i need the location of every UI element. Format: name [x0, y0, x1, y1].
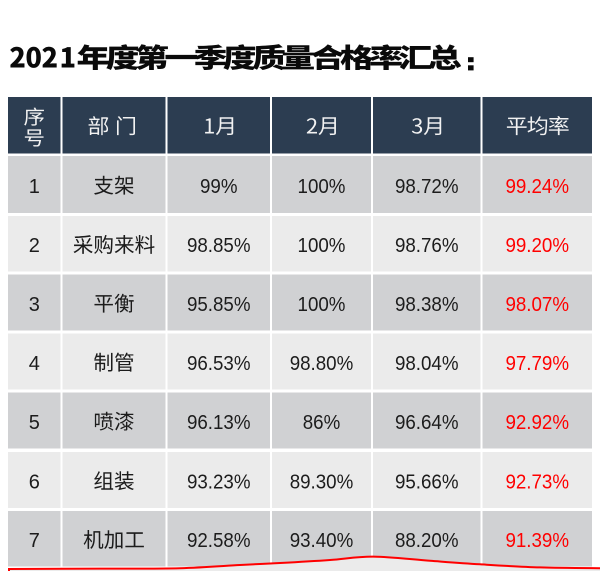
svg-text:99.20%: 99.20%	[505, 235, 569, 257]
svg-text:100%: 100%	[298, 235, 346, 257]
svg-text:6: 6	[29, 471, 40, 493]
svg-text:4: 4	[29, 353, 40, 375]
svg-text:98.76%: 98.76%	[395, 235, 459, 257]
svg-text:1: 1	[29, 176, 40, 198]
svg-text:2: 2	[29, 235, 40, 257]
svg-text:97.79%: 97.79%	[505, 353, 569, 375]
svg-text:99.24%: 99.24%	[505, 176, 569, 198]
svg-text:98.07%: 98.07%	[505, 294, 569, 316]
svg-text:98.85%: 98.85%	[187, 235, 251, 257]
svg-text:93.23%: 93.23%	[187, 471, 251, 493]
svg-text:88.20%: 88.20%	[395, 530, 459, 552]
svg-text:95.66%: 95.66%	[395, 471, 459, 493]
svg-text:92.73%: 92.73%	[505, 471, 569, 493]
svg-text:7: 7	[29, 530, 40, 552]
svg-text:92.58%: 92.58%	[187, 530, 251, 552]
svg-text:91.39%: 91.39%	[505, 530, 569, 552]
svg-text:100%: 100%	[298, 176, 346, 198]
svg-text:98.04%: 98.04%	[395, 353, 459, 375]
svg-text:5: 5	[29, 412, 40, 434]
svg-text:86%: 86%	[303, 412, 341, 434]
svg-text:96.64%: 96.64%	[395, 412, 459, 434]
svg-text:96.13%: 96.13%	[187, 412, 251, 434]
svg-text:100%: 100%	[298, 294, 346, 316]
svg-text:89.30%: 89.30%	[290, 471, 354, 493]
svg-text:96.53%: 96.53%	[187, 353, 251, 375]
svg-text:3: 3	[29, 294, 40, 316]
svg-text:98.80%: 98.80%	[290, 353, 354, 375]
svg-text:93.40%: 93.40%	[290, 530, 354, 552]
svg-text:98.72%: 98.72%	[395, 176, 459, 198]
svg-text:92.92%: 92.92%	[505, 412, 569, 434]
svg-text:99%: 99%	[200, 176, 238, 198]
svg-text:95.85%: 95.85%	[187, 294, 251, 316]
svg-text:98.38%: 98.38%	[395, 294, 459, 316]
